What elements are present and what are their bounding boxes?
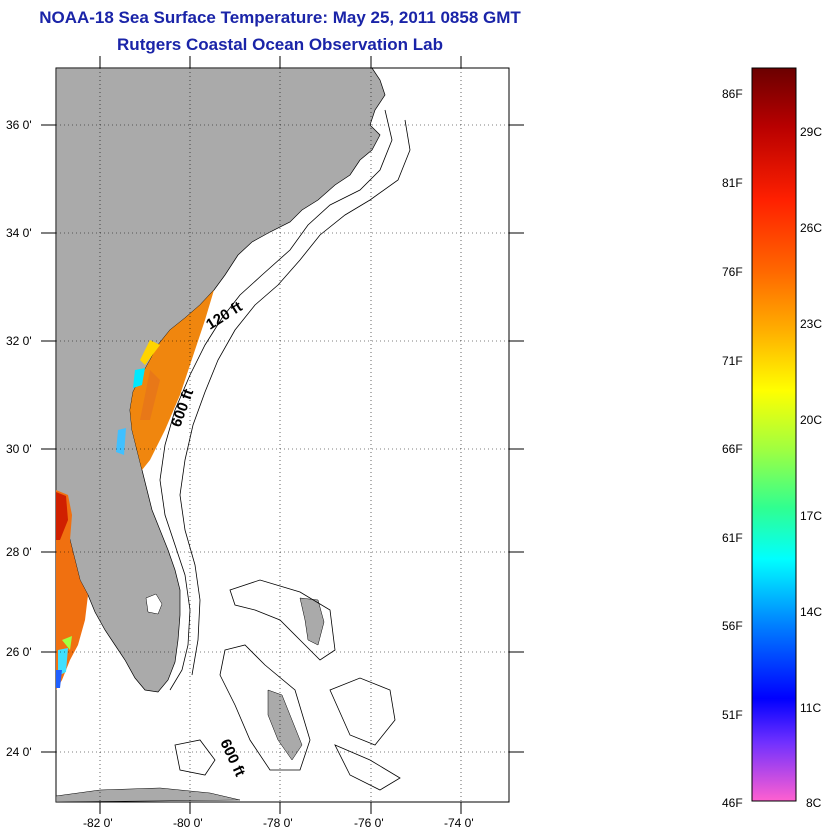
colorbar-f-label: 81F: [722, 176, 743, 190]
map-subtitle: Rutgers Coastal Ocean Observation Lab: [117, 35, 443, 54]
colorbar-f-label: 66F: [722, 442, 743, 456]
colorbar-f-label: 46F: [722, 796, 743, 810]
axis-ticks: [41, 56, 524, 814]
colorbar-f-label: 71F: [722, 354, 743, 368]
colorbar-f-label: 86F: [722, 87, 743, 101]
lon-label: -80 0': [173, 816, 203, 830]
colorbar-c-label: 26C: [800, 221, 823, 235]
colorbar-c-label: 29C: [800, 125, 823, 139]
colorbar-c-label: 17C: [800, 509, 823, 523]
lat-label: 28 0': [6, 545, 32, 559]
colorbar-c-label: 23C: [800, 317, 823, 331]
colorbar-f-label: 76F: [722, 265, 743, 279]
colorbar-c-label: 14C: [800, 605, 823, 619]
colorbar: [751, 67, 797, 802]
colorbar-c-label: 11C: [800, 701, 822, 715]
lake-okeechobee: [145, 593, 163, 615]
colorbar-f-label: 61F: [722, 531, 743, 545]
lon-label: -74 0': [444, 816, 474, 830]
lon-label: -78 0': [263, 816, 293, 830]
lon-label: -76 0': [354, 816, 384, 830]
lat-label: 32 0': [6, 334, 32, 348]
lon-label: -82 0': [83, 816, 113, 830]
lat-label: 36 0': [6, 118, 32, 132]
colorbar-f-label: 56F: [722, 619, 743, 633]
lat-label: 24 0': [6, 745, 32, 759]
lat-label: 34 0': [6, 226, 32, 240]
map-title: NOAA-18 Sea Surface Temperature: May 25,…: [39, 8, 521, 27]
land-bahamas: [299, 597, 325, 646]
lat-label: 26 0': [6, 645, 32, 659]
colorbar-c-label: 8C: [806, 796, 822, 810]
colorbar-c-label: 20C: [800, 413, 823, 427]
land-cuba: [55, 787, 241, 803]
bathymetry-contours: [159, 109, 411, 791]
lat-label: 30 0': [6, 442, 32, 456]
sst-swath-atlantic: [130, 290, 214, 470]
colorbar-f-label: 51F: [722, 708, 743, 722]
